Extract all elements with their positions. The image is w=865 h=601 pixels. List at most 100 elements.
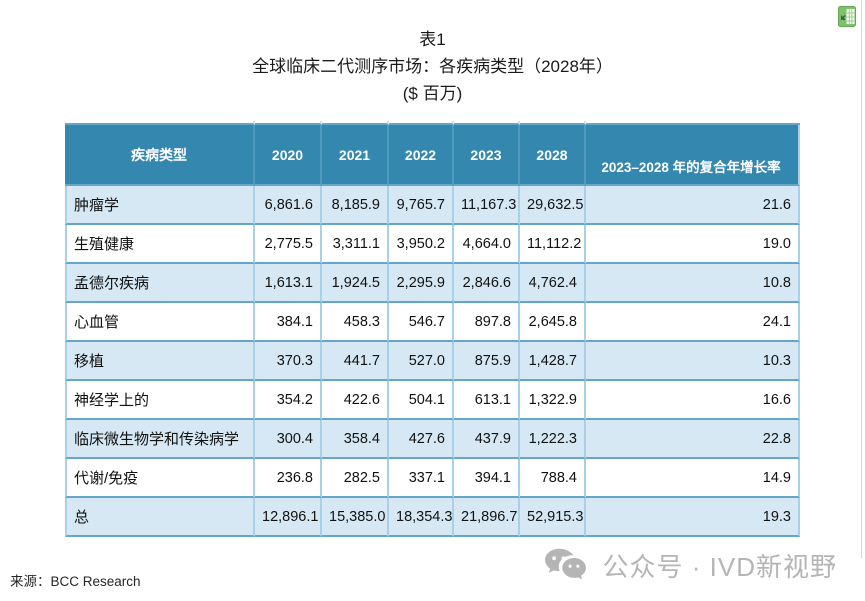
value-cell: 370.3 (255, 342, 322, 381)
figure-title: 全球临床二代测序市场：各疾病类型（2028年） (252, 57, 613, 76)
value-cell: 358.4 (322, 420, 389, 459)
value-cell: 422.6 (322, 381, 389, 420)
value-cell: 11,112.2 (520, 225, 586, 264)
value-cell: 12,896.1 (255, 498, 322, 537)
value-cell: 1,222.3 (520, 420, 586, 459)
disease-type-cell: 神经学上的 (65, 381, 255, 420)
value-cell: 788.4 (520, 459, 586, 498)
value-cell: 1,924.5 (322, 264, 389, 303)
disease-type-cell: 总 (65, 498, 255, 537)
value-cell: 15,385.0 (322, 498, 389, 537)
table-row: 孟德尔疾病 1,613.1 1,924.5 2,295.9 2,846.6 4,762.4… (65, 264, 800, 303)
column-header-year: 2028 (520, 125, 586, 186)
spacer-cell (255, 121, 322, 125)
value-cell: 21.6 (586, 186, 800, 225)
value-cell: 18,354.3 (389, 498, 454, 537)
value-cell: 437.9 (454, 420, 520, 459)
value-cell: 458.3 (322, 303, 389, 342)
wechat-icon (543, 547, 589, 583)
column-header-year: 2023 (454, 125, 520, 186)
value-cell: 337.1 (389, 459, 454, 498)
value-cell: 8,185.9 (322, 186, 389, 225)
figure-unit-label: ($ 百万) (402, 84, 463, 103)
value-cell: 3,950.2 (389, 225, 454, 264)
value-cell: 9,765.7 (389, 186, 454, 225)
value-cell: 1,428.7 (520, 342, 586, 381)
table-spacer-row (65, 121, 800, 125)
value-cell: 236.8 (255, 459, 322, 498)
spacer-cell (322, 121, 389, 125)
watermark-text: 公众号 · IVD新视野 (602, 551, 837, 582)
value-cell: 52,915.3 (520, 498, 586, 537)
table-row: 心血管 384.1 458.3 546.7 897.8 2,645.8 24.1 (65, 303, 800, 342)
value-cell: 22.8 (586, 420, 800, 459)
table-row: 总 12,896.1 15,385.0 18,354.3 21,896.7 52,915.… (65, 498, 800, 537)
value-cell: 21,896.7 (454, 498, 520, 537)
watermark: 公众号 · IVD新视野 (543, 543, 837, 587)
value-cell: 300.4 (255, 420, 322, 459)
column-header-year: 2021 (322, 125, 389, 186)
value-cell: 19.0 (586, 225, 800, 264)
table-row: 生殖健康 2,775.5 3,311.1 3,950.2 4,664.0 11,112.2… (65, 225, 800, 264)
value-cell: 2,645.8 (520, 303, 586, 342)
right-edge-line (861, 0, 862, 558)
spacer-cell (454, 121, 520, 125)
table-header-row: 疾病类型 2020 2021 2022 2023 2028 2023–2028 年的复合年增… (65, 125, 800, 186)
value-cell: 875.9 (454, 342, 520, 381)
value-cell: 29,632.5 (520, 186, 586, 225)
source-note: 来源：BCC Research (10, 574, 141, 589)
value-cell: 354.2 (255, 381, 322, 420)
value-cell: 504.1 (389, 381, 454, 420)
spacer-cell (65, 121, 255, 125)
column-header-disease-type: 疾病类型 (65, 125, 255, 186)
figure-titles: 表1 全球临床二代测序市场：各疾病类型（2028年） ($ 百万) (65, 26, 800, 107)
value-cell: 546.7 (389, 303, 454, 342)
value-cell: 10.8 (586, 264, 800, 303)
value-cell: 24.1 (586, 303, 800, 342)
excel-file-icon (838, 6, 856, 27)
value-cell: 14.9 (586, 459, 800, 498)
value-cell: 6,861.6 (255, 186, 322, 225)
table-row: 神经学上的 354.2 422.6 504.1 613.1 1,322.9 16.6 (65, 381, 800, 420)
column-header-cagr: 2023–2028 年的复合年增长率 (586, 125, 800, 186)
value-cell: 441.7 (322, 342, 389, 381)
table-body: 肿瘤学 6,861.6 8,185.9 9,765.7 11,167.3 29,632.5… (65, 186, 800, 537)
value-cell: 2,775.5 (255, 225, 322, 264)
value-cell: 394.1 (454, 459, 520, 498)
value-cell: 10.3 (586, 342, 800, 381)
table-row: 移植 370.3 441.7 527.0 875.9 1,428.7 10.3 (65, 342, 800, 381)
spacer-cell (586, 121, 800, 125)
value-cell: 897.8 (454, 303, 520, 342)
value-cell: 19.3 (586, 498, 800, 537)
value-cell: 527.0 (389, 342, 454, 381)
table-row: 肿瘤学 6,861.6 8,185.9 9,765.7 11,167.3 29,632.5… (65, 186, 800, 225)
disease-type-cell: 代谢/免疫 (65, 459, 255, 498)
value-cell: 384.1 (255, 303, 322, 342)
table-row: 临床微生物学和传染病学 300.4 358.4 427.6 437.9 1,222.3 22… (65, 420, 800, 459)
spacer-cell (520, 121, 586, 125)
table-number-label: 表1 (419, 30, 446, 49)
spacer-cell (389, 121, 454, 125)
value-cell: 11,167.3 (454, 186, 520, 225)
value-cell: 16.6 (586, 381, 800, 420)
column-header-year: 2020 (255, 125, 322, 186)
value-cell: 2,295.9 (389, 264, 454, 303)
table-container: 疾病类型 2020 2021 2022 2023 2028 2023–2028 年的复合年增… (65, 121, 800, 537)
value-cell: 427.6 (389, 420, 454, 459)
disease-type-cell: 生殖健康 (65, 225, 255, 264)
column-header-year: 2022 (389, 125, 454, 186)
market-size-table: 疾病类型 2020 2021 2022 2023 2028 2023–2028 年的复合年增… (65, 121, 800, 537)
table-row: 代谢/免疫 236.8 282.5 337.1 394.1 788.4 14.9 (65, 459, 800, 498)
value-cell: 4,664.0 (454, 225, 520, 264)
value-cell: 613.1 (454, 381, 520, 420)
value-cell: 2,846.6 (454, 264, 520, 303)
disease-type-cell: 孟德尔疾病 (65, 264, 255, 303)
disease-type-cell: 心血管 (65, 303, 255, 342)
value-cell: 3,311.1 (322, 225, 389, 264)
disease-type-cell: 临床微生物学和传染病学 (65, 420, 255, 459)
disease-type-cell: 移植 (65, 342, 255, 381)
value-cell: 282.5 (322, 459, 389, 498)
disease-type-cell: 肿瘤学 (65, 186, 255, 225)
value-cell: 4,762.4 (520, 264, 586, 303)
